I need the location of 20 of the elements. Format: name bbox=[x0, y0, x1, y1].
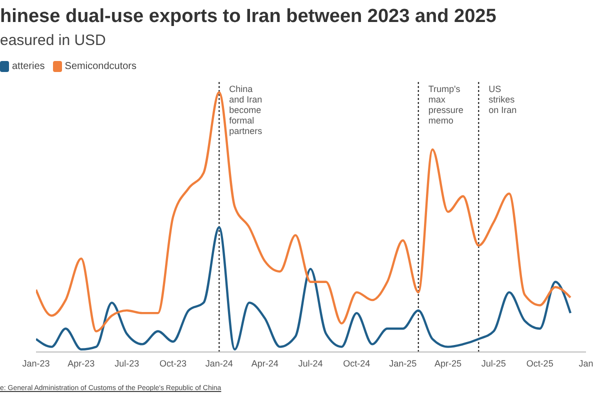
x-tick-label: Apr-25 bbox=[434, 358, 462, 368]
x-tick-label: Jan-24 bbox=[205, 358, 233, 368]
x-tick-label: Jul-25 bbox=[481, 358, 506, 368]
chart-title: hinese dual-use exports to Iran between 2023 and 2025 bbox=[0, 6, 498, 28]
x-tick-label: Jul-24 bbox=[298, 358, 323, 368]
x-tick-label: Oct-25 bbox=[526, 358, 554, 368]
legend-label: atteries bbox=[12, 61, 45, 72]
x-tick-label: Apr-24 bbox=[251, 358, 278, 368]
x-tick-label: Jan bbox=[578, 358, 594, 368]
ref-line-label: Trump's max pressure memo bbox=[428, 84, 464, 126]
x-tick-label: Apr-23 bbox=[68, 358, 95, 368]
x-tick-label: Jan-23 bbox=[22, 358, 50, 368]
chart-subtitle: easured in USD bbox=[0, 32, 107, 49]
ref-line-label: US strikes on Iran bbox=[488, 84, 517, 115]
x-tick-label: Jan-25 bbox=[389, 358, 417, 368]
x-tick-label: Jul-23 bbox=[114, 358, 140, 368]
legend-label: Semicondcutors bbox=[64, 61, 136, 72]
x-tick-label: Oct-24 bbox=[343, 358, 370, 368]
ref-line-label: China and Iran become formal partners bbox=[229, 84, 263, 136]
x-tick-label: Oct-23 bbox=[159, 358, 187, 368]
